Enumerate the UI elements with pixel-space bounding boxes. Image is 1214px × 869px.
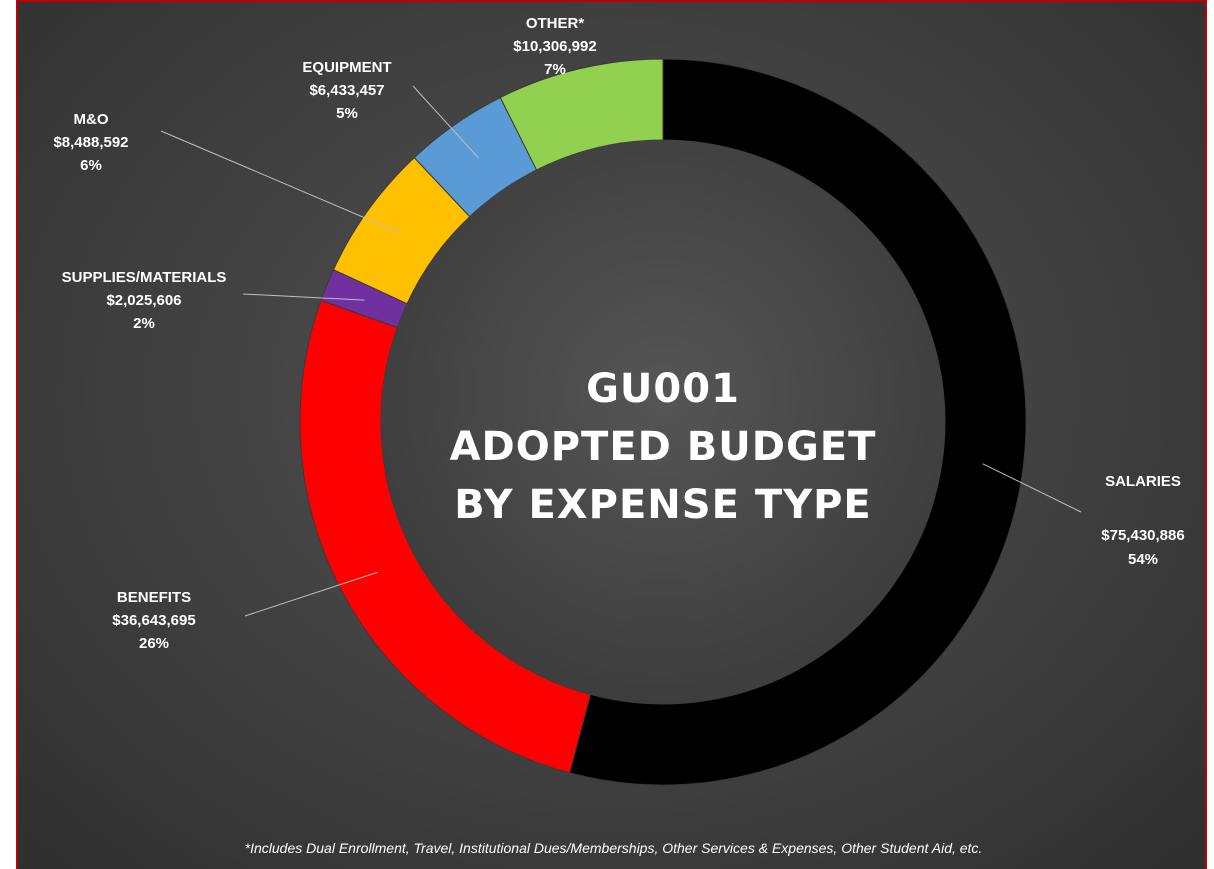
footnote: *Includes Dual Enrollment, Travel, Insti… xyxy=(244,840,983,856)
label-other-percent: 7% xyxy=(544,61,566,78)
center-title-line-1: GU001 xyxy=(586,366,740,412)
label-benefits-value: $36,643,695 xyxy=(112,612,195,629)
center-title-line-3: BY EXPENSE TYPE xyxy=(454,482,871,528)
center-title-line-2: ADOPTED BUDGET xyxy=(450,424,877,470)
label-m-o-percent: 6% xyxy=(80,157,102,174)
label-salaries-name: SALARIES xyxy=(1105,473,1181,490)
label-m-o-name: M&O xyxy=(74,111,109,128)
label-supplies-materials-value: $2,025,606 xyxy=(106,292,181,309)
leader-line-equipment xyxy=(412,85,479,158)
leader-line-salaries xyxy=(982,463,1082,513)
donut-hole xyxy=(381,140,945,704)
label-equipment-percent: 5% xyxy=(336,105,358,122)
label-equipment-name: EQUIPMENT xyxy=(302,59,391,76)
label-benefits-percent: 26% xyxy=(139,635,169,652)
chart-frame: SALARIES $75,430,886 54% BENEFITS $36,643,69… xyxy=(16,0,1207,869)
label-other-name: OTHER* xyxy=(526,15,585,32)
label-benefits-name: BENEFITS xyxy=(117,589,191,606)
donut-chart: SALARIES $75,430,886 54% BENEFITS $36,643,69… xyxy=(53,15,1185,786)
label-salaries-value: $75,430,886 xyxy=(1101,527,1184,544)
label-other-value: $10,306,992 xyxy=(513,38,596,55)
leader-line-supplies-materials xyxy=(242,293,365,301)
label-equipment-value: $6,433,457 xyxy=(309,82,384,99)
label-supplies-materials-name: SUPPLIES/MATERIALS xyxy=(62,269,227,286)
label-salaries-percent: 54% xyxy=(1128,551,1158,568)
label-supplies-materials-percent: 2% xyxy=(133,315,155,332)
leader-line-benefits xyxy=(244,571,378,617)
label-m-o-value: $8,488,592 xyxy=(53,134,128,151)
leader-line-m-o xyxy=(160,130,402,234)
